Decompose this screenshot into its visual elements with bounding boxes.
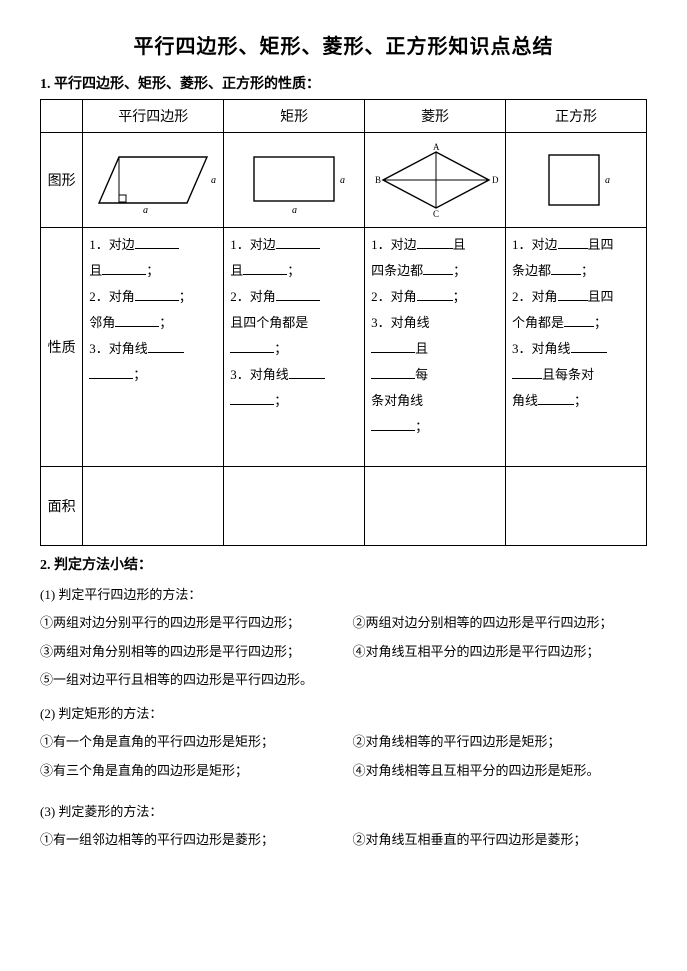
rhombus-C: C xyxy=(433,209,439,218)
prop-rhombus: 1．对边且 四条边都； 2．对角； 3．对角线 且 每 条对角线 ； xyxy=(365,228,506,467)
properties-table: 平行四边形 矩形 菱形 正方形 图形 a a a a xyxy=(40,99,647,546)
rhombus-B: B xyxy=(375,175,381,185)
shape-square: a xyxy=(506,133,647,228)
judge2-r2: ②对角线相等的平行四边形是矩形； xyxy=(353,730,648,755)
col-parallelogram: 平行四边形 xyxy=(83,100,224,133)
svg-text:a: a xyxy=(143,205,148,215)
judge1-r4: ④对角线互相平分的四边形是平行四边形； xyxy=(353,640,648,665)
section1-heading: 1. 平行四边形、矩形、菱形、正方形的性质： xyxy=(40,73,647,93)
col-rectangle: 矩形 xyxy=(224,100,365,133)
rowhead-shape: 图形 xyxy=(41,133,83,228)
area-square xyxy=(506,467,647,546)
rowhead-prop: 性质 xyxy=(41,228,83,467)
prop-parallelogram: 1．对边 且； 2．对角； 邻角； 3．对角线 ； xyxy=(83,228,224,467)
judge1-title: (1) 判定平行四边形的方法： xyxy=(40,584,647,603)
judge1-r1: ①两组对边分别平行的四边形是平行四边形； xyxy=(40,611,335,636)
judge1-r5: ⑤一组对边平行且相等的四边形是平行四边形。 xyxy=(40,668,647,693)
side-label: a xyxy=(211,175,216,186)
properties-row: 性质 1．对边 且； 2．对角； 邻角； 3．对角线 ； 1．对边 且； 2．对… xyxy=(41,228,647,467)
area-parallelogram xyxy=(83,467,224,546)
svg-text:a: a xyxy=(605,175,610,186)
shape-parallelogram: a a xyxy=(83,133,224,228)
prop-square: 1．对边且四 条边都； 2．对角且四 个角都是； 3．对角线 且每条对 角线； xyxy=(506,228,647,467)
judge3-r1: ①有一组邻边相等的平行四边形是菱形； xyxy=(40,828,335,853)
svg-text:a: a xyxy=(292,205,297,215)
corner-cell xyxy=(41,100,83,133)
prop-rectangle: 1．对边 且； 2．对角 且四个角都是 ； 3．对角线 ； xyxy=(224,228,365,467)
judge2-r4: ④对角线相等且互相平分的四边形是矩形。 xyxy=(353,759,648,784)
judge3-title: (3) 判定菱形的方法： xyxy=(40,801,647,820)
judge2-r3: ③有三个角是直角的四边形是矩形； xyxy=(40,759,335,784)
area-row: 面积 xyxy=(41,467,647,546)
section2-heading: 2. 判定方法小结： xyxy=(40,554,647,574)
shape-rectangle: a a xyxy=(224,133,365,228)
rhombus-A: A xyxy=(433,142,440,152)
judge2-title: (2) 判定矩形的方法： xyxy=(40,703,647,722)
judge3-r2: ②对角线互相垂直的平行四边形是菱形； xyxy=(353,828,648,853)
shape-row: 图形 a a a a A B C xyxy=(41,133,647,228)
area-rectangle xyxy=(224,467,365,546)
page-title: 平行四边形、矩形、菱形、正方形知识点总结 xyxy=(40,30,647,59)
table-header-row: 平行四边形 矩形 菱形 正方形 xyxy=(41,100,647,133)
col-square: 正方形 xyxy=(506,100,647,133)
judge1-r3: ③两组对角分别相等的四边形是平行四边形； xyxy=(40,640,335,665)
rowhead-area: 面积 xyxy=(41,467,83,546)
judge2-r1: ①有一个角是直角的平行四边形是矩形； xyxy=(40,730,335,755)
shape-rhombus: A B C D xyxy=(365,133,506,228)
judge1-r2: ②两组对边分别相等的四边形是平行四边形； xyxy=(353,611,648,636)
col-rhombus: 菱形 xyxy=(365,100,506,133)
area-rhombus xyxy=(365,467,506,546)
svg-text:a: a xyxy=(340,175,345,186)
rhombus-D: D xyxy=(492,175,499,185)
